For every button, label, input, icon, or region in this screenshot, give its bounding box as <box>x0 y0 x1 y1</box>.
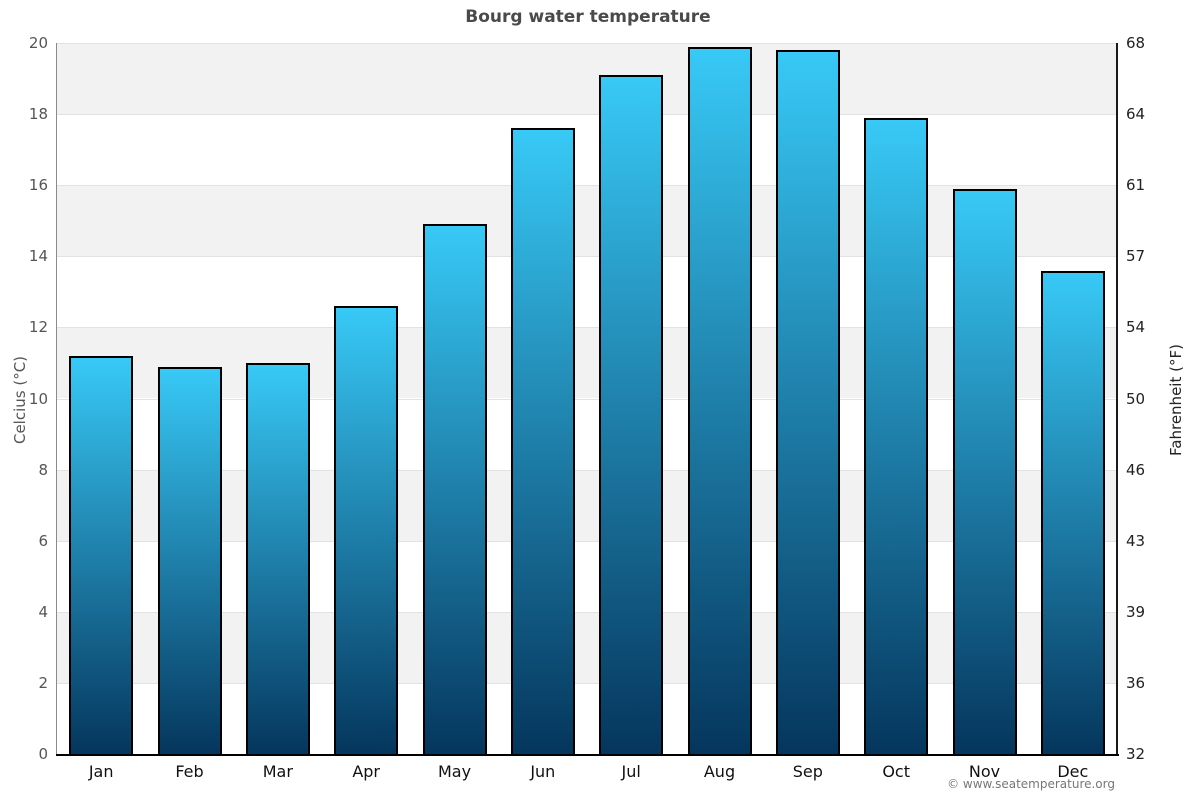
bottom-axis-line <box>56 754 1119 756</box>
month-label-mar: Mar <box>262 762 293 781</box>
celsius-tick-label: 20 <box>28 34 48 52</box>
gridline <box>57 327 1117 328</box>
month-label-jan: Jan <box>88 762 114 781</box>
fahrenheit-tick-label: 68 <box>1126 34 1146 52</box>
bar-jan[interactable] <box>69 355 134 754</box>
celsius-tick-label: 18 <box>28 105 48 124</box>
bar-oct[interactable] <box>864 117 929 754</box>
plot-band <box>57 682 1117 754</box>
fahrenheit-tick-label: 61 <box>1126 176 1146 195</box>
fahrenheit-tick-label: 36 <box>1126 673 1146 692</box>
month-label-may: May <box>437 762 472 781</box>
bar-jun[interactable] <box>510 128 575 754</box>
fahrenheit-tick-label: 32 <box>1126 745 1146 763</box>
copyright-link[interactable]: © www.seatemperature.org <box>947 777 1115 791</box>
gridline <box>57 541 1117 542</box>
celsius-tick-label: 4 <box>38 602 48 621</box>
plot-band <box>57 43 1117 115</box>
fahrenheit-tick-label: 46 <box>1126 460 1146 479</box>
bar-sep[interactable] <box>775 50 840 754</box>
month-label-oct: Oct <box>882 762 910 781</box>
chart-title: Bourg water temperature <box>465 7 711 27</box>
month-label-nov: Nov <box>968 762 1001 781</box>
month-label-jun: Jun <box>530 762 556 781</box>
month-label-feb: Feb <box>175 762 204 781</box>
plot-band <box>57 114 1117 186</box>
fahrenheit-tick-label: 39 <box>1126 602 1146 621</box>
gridline <box>57 256 1117 257</box>
month-label-dec: Dec <box>1057 762 1089 781</box>
celsius-tick-label: 14 <box>28 247 48 266</box>
bar-may[interactable] <box>422 224 487 754</box>
gridline <box>57 612 1117 613</box>
plot-band <box>57 611 1117 683</box>
celsius-tick-label: 0 <box>38 745 48 763</box>
gridline <box>57 43 1117 44</box>
plot-band <box>57 398 1117 470</box>
celsius-tick-label: 2 <box>38 673 48 692</box>
plot-band <box>57 469 1117 541</box>
fahrenheit-tick-label: 57 <box>1126 247 1146 266</box>
celsius-tick-label: 8 <box>38 460 48 479</box>
month-label-apr: Apr <box>352 762 380 781</box>
fahrenheit-tick-label: 43 <box>1126 531 1146 550</box>
bar-dec[interactable] <box>1040 270 1105 754</box>
fahrenheit-axis-title: Fahrenheit (°F) <box>1167 344 1185 456</box>
fahrenheit-tick-label: 64 <box>1126 105 1146 124</box>
celsius-tick-label: 12 <box>28 318 48 337</box>
celsius-tick-label: 10 <box>28 389 48 408</box>
plot-band <box>57 540 1117 612</box>
celsius-tick-label: 16 <box>28 176 48 195</box>
gridline <box>57 470 1117 471</box>
left-axis-line <box>56 43 57 755</box>
celsius-tick-label: 6 <box>38 531 48 550</box>
month-label-aug: Aug <box>703 762 736 781</box>
gridline <box>57 399 1117 400</box>
bar-feb[interactable] <box>157 366 222 754</box>
bar-mar[interactable] <box>245 362 310 754</box>
plot-band <box>57 185 1117 257</box>
celsius-axis-title: Celcius (°C) <box>11 355 29 445</box>
bar-apr[interactable] <box>334 306 399 754</box>
bar-aug[interactable] <box>687 46 752 754</box>
right-axis-line <box>1116 43 1118 756</box>
gridline <box>57 185 1117 186</box>
plot-band <box>57 327 1117 399</box>
bar-nov[interactable] <box>952 188 1017 754</box>
fahrenheit-tick-label: 50 <box>1126 389 1146 408</box>
gridline <box>57 114 1117 115</box>
month-label-sep: Sep <box>792 762 823 781</box>
fahrenheit-tick-label: 54 <box>1126 318 1146 337</box>
plot-band <box>57 256 1117 328</box>
gridline <box>57 683 1117 684</box>
bar-jul[interactable] <box>599 74 664 754</box>
month-label-jul: Jul <box>621 762 641 781</box>
